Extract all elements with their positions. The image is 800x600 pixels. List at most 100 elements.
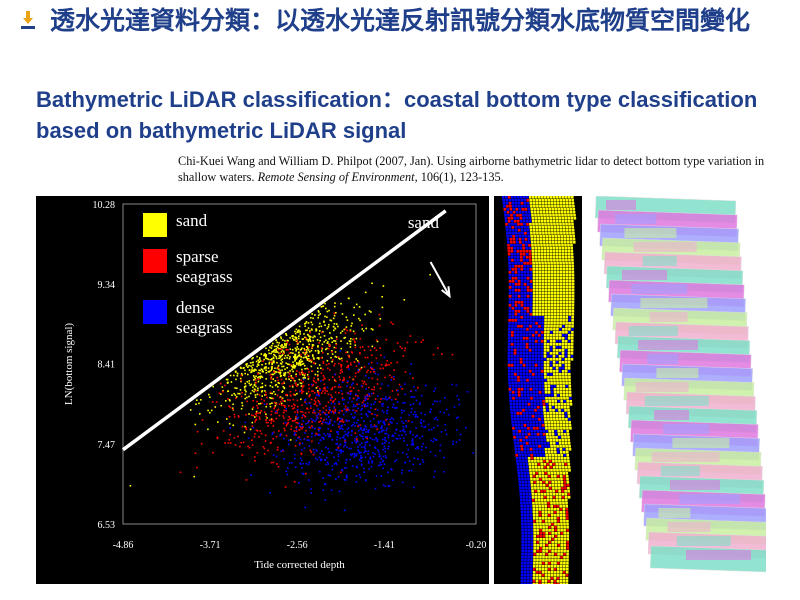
data-point <box>422 461 425 463</box>
data-point <box>346 428 349 431</box>
data-point <box>254 421 256 423</box>
data-point <box>354 405 357 407</box>
data-point <box>371 438 374 441</box>
data-point <box>351 442 353 444</box>
data-point <box>318 401 320 403</box>
data-point <box>326 310 329 313</box>
data-point <box>383 420 385 422</box>
data-point <box>331 424 334 426</box>
data-point <box>374 487 377 490</box>
plot-frame <box>122 203 477 525</box>
data-point <box>337 417 340 420</box>
data-point <box>304 325 306 327</box>
data-point <box>278 382 281 385</box>
data-point <box>300 385 303 387</box>
data-point <box>378 464 381 467</box>
data-point <box>312 357 315 359</box>
data-point <box>416 435 418 437</box>
data-point <box>309 331 311 334</box>
data-point <box>305 429 307 432</box>
data-point <box>229 406 231 409</box>
data-point <box>382 448 384 451</box>
data-point <box>459 433 462 436</box>
data-point <box>324 389 327 392</box>
data-point <box>251 421 254 424</box>
data-point <box>329 474 332 477</box>
data-point <box>359 476 362 479</box>
citation-journal: Remote Sensing of Environment <box>257 170 415 184</box>
data-point <box>364 447 367 450</box>
data-point <box>374 446 376 449</box>
data-point <box>312 344 315 346</box>
data-point <box>317 316 319 319</box>
data-point <box>445 433 448 436</box>
data-point <box>304 472 307 475</box>
data-point <box>359 424 361 426</box>
data-point <box>313 380 316 383</box>
data-point <box>229 374 232 377</box>
data-point <box>283 437 285 440</box>
data-point <box>311 426 314 429</box>
data-point <box>361 435 364 438</box>
data-point <box>315 328 317 330</box>
data-point <box>369 349 372 352</box>
data-point <box>358 317 360 320</box>
data-point <box>375 339 378 341</box>
data-point <box>333 456 335 458</box>
data-point <box>320 380 322 382</box>
data-point <box>429 273 431 276</box>
data-point <box>339 410 341 412</box>
data-point <box>380 431 383 433</box>
data-point <box>257 407 259 409</box>
data-point <box>332 317 335 320</box>
data-point <box>323 335 326 337</box>
data-point <box>244 397 246 400</box>
data-point <box>228 422 231 425</box>
data-point <box>362 330 365 332</box>
data-point <box>366 436 368 438</box>
data-point <box>250 383 253 386</box>
data-point <box>351 416 354 418</box>
data-point <box>339 378 341 381</box>
data-point <box>321 348 324 350</box>
data-point <box>348 340 351 342</box>
data-point <box>260 368 263 370</box>
data-point <box>348 396 351 399</box>
data-point <box>296 363 298 366</box>
data-point <box>330 430 332 432</box>
data-point <box>292 334 294 337</box>
data-point <box>367 450 370 452</box>
data-point <box>354 411 356 414</box>
data-point <box>270 378 273 380</box>
data-point <box>350 364 352 366</box>
data-point <box>302 420 305 422</box>
data-point <box>420 394 423 397</box>
data-point <box>289 348 292 350</box>
data-point <box>375 437 377 439</box>
data-point <box>304 323 306 325</box>
data-point <box>198 402 200 405</box>
data-point <box>212 385 214 388</box>
data-point <box>318 456 321 458</box>
data-point <box>324 324 326 326</box>
data-point <box>433 426 435 429</box>
data-point <box>352 382 354 384</box>
data-point <box>362 432 364 434</box>
data-point <box>271 351 273 353</box>
data-point <box>285 346 287 349</box>
data-point <box>294 404 296 407</box>
data-point <box>293 481 296 483</box>
data-point <box>364 313 366 316</box>
data-point <box>266 396 268 399</box>
data-point <box>273 361 275 364</box>
data-point <box>419 402 421 404</box>
data-point <box>294 365 296 367</box>
data-point <box>193 475 195 478</box>
data-point <box>293 356 295 358</box>
data-point <box>358 458 361 461</box>
data-point <box>281 383 283 385</box>
data-point <box>319 389 322 392</box>
data-point <box>257 359 259 361</box>
data-point <box>371 388 373 391</box>
data-point <box>240 441 242 444</box>
